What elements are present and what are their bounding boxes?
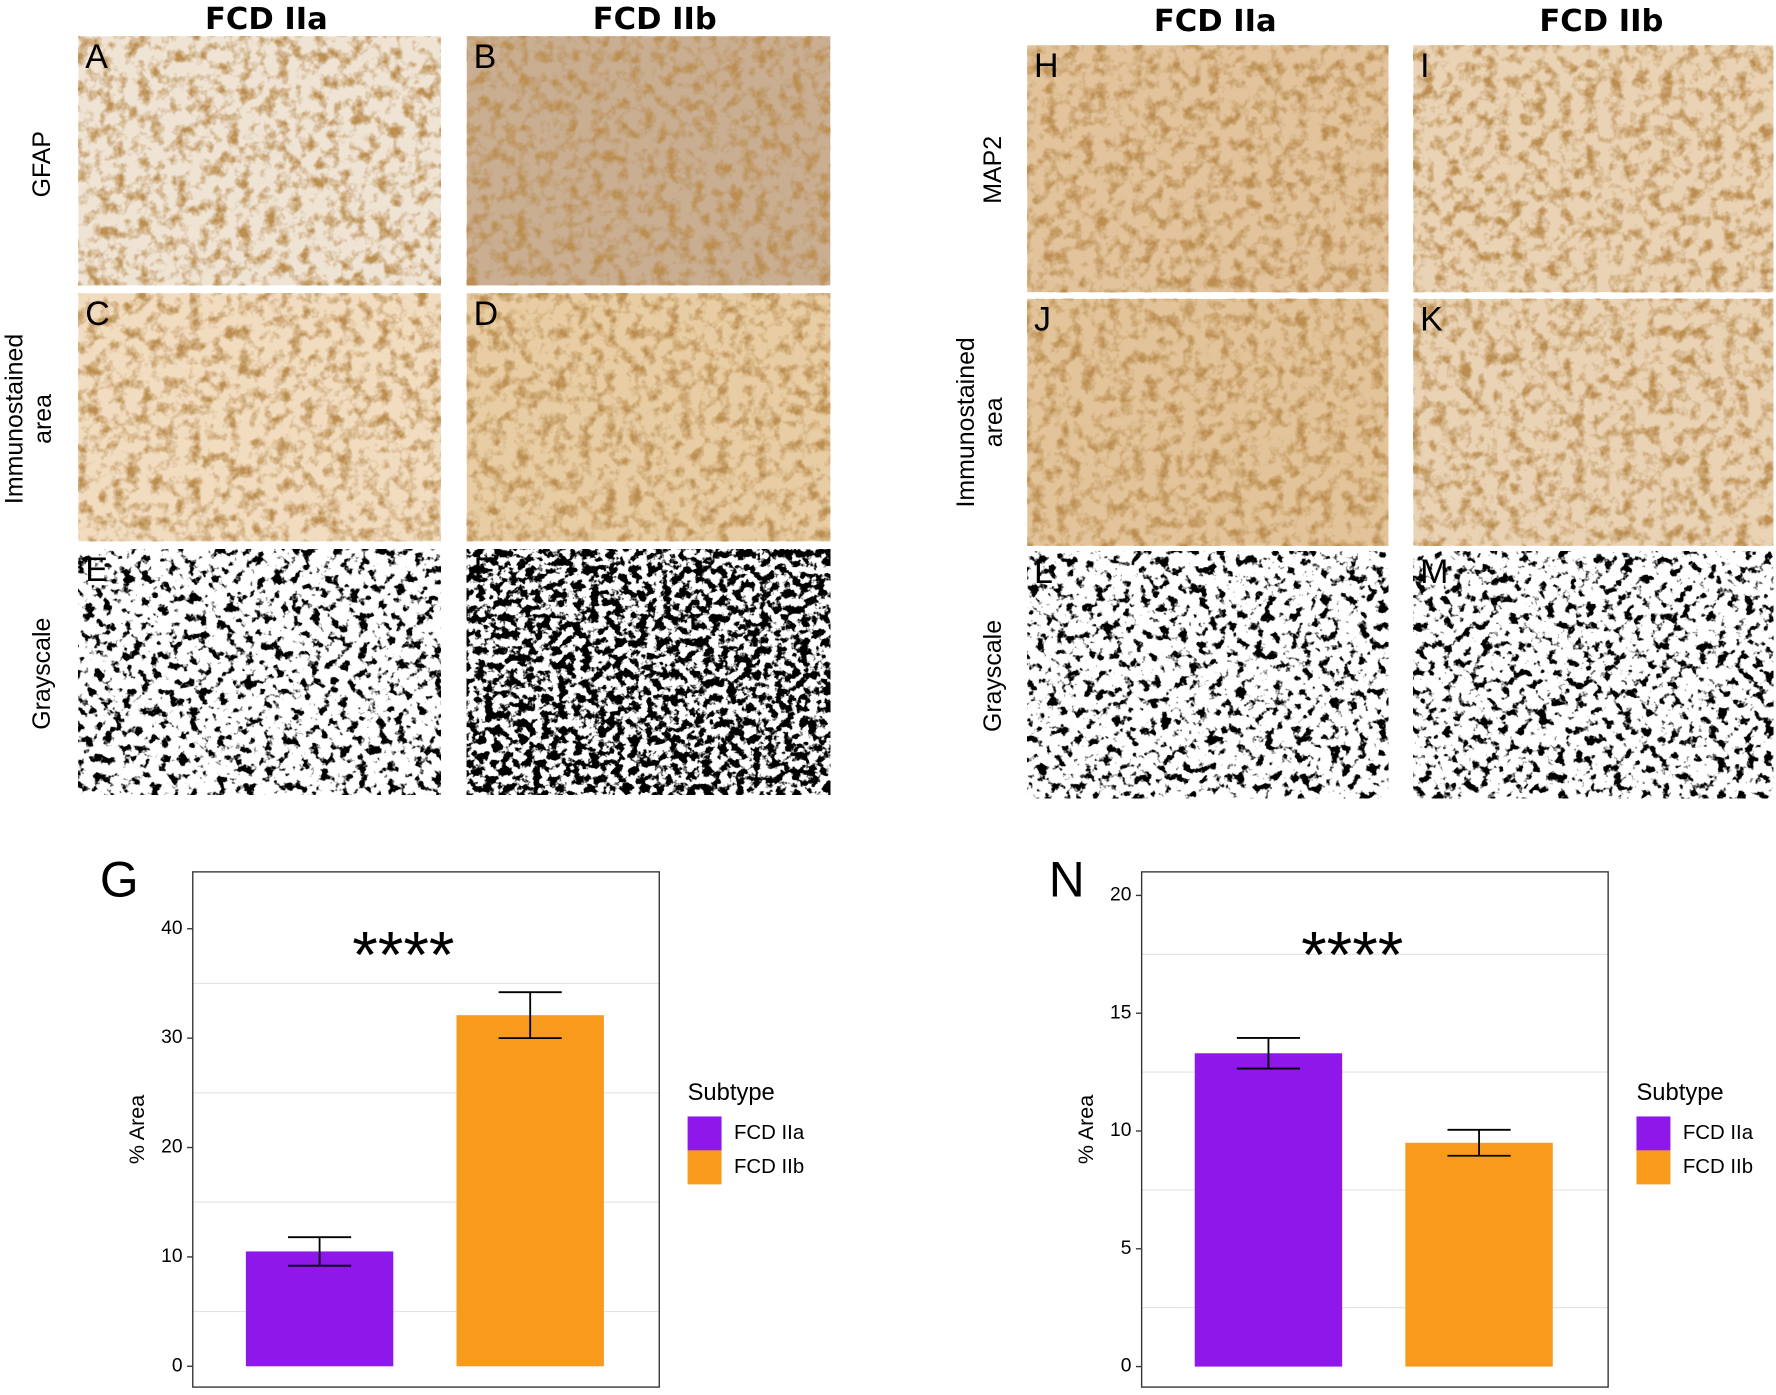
plot-frame — [1140, 871, 1609, 1388]
legend-swatch — [1636, 1150, 1671, 1185]
column-header: FCD IIa — [1154, 4, 1277, 39]
micrograph-texture — [78, 36, 441, 286]
micrograph-texture — [78, 293, 441, 542]
row-label: area — [29, 394, 57, 444]
y-tick-label: 10 — [161, 1246, 182, 1267]
y-tick-label: 40 — [161, 918, 182, 939]
legend-swatch — [687, 1116, 722, 1151]
panel-letter: L — [1034, 553, 1053, 591]
y-tick-label: 0 — [172, 1355, 183, 1376]
column-header: FCD IIa — [205, 2, 328, 37]
bar — [456, 1015, 604, 1367]
legend-label: FCD IIa — [734, 1122, 805, 1144]
bar — [1194, 1053, 1343, 1367]
significance: **** — [1301, 919, 1403, 992]
row-label: Immunostained — [1, 334, 29, 504]
y-tick-label: 20 — [161, 1137, 182, 1158]
panel-letter: I — [1420, 47, 1429, 85]
panel-letter: B — [474, 38, 497, 76]
micrograph-texture — [466, 293, 831, 542]
row-label: Grayscale — [28, 618, 56, 730]
y-tick-label: 20 — [1110, 885, 1131, 906]
y-tick-label: 15 — [1110, 1002, 1131, 1023]
row-label: Immunostained — [952, 337, 980, 507]
column-header: FCD IIb — [1539, 4, 1663, 39]
panel-letter: D — [474, 295, 499, 333]
y-tick-label: 10 — [1110, 1120, 1131, 1141]
panel-letter: N — [1049, 851, 1085, 907]
legend-swatch — [1636, 1116, 1671, 1151]
panel-letter: M — [1420, 553, 1448, 591]
panel-letter: C — [85, 295, 110, 333]
row-label: Grayscale — [979, 620, 1007, 732]
y-tick-label: 30 — [161, 1027, 182, 1048]
bar — [245, 1251, 394, 1367]
micrograph-texture — [1413, 298, 1774, 546]
row-label: GFAP — [28, 131, 56, 197]
micrograph-texture — [1413, 551, 1774, 799]
micrograph-texture — [1413, 45, 1774, 293]
plot-frame — [192, 871, 660, 1388]
micrograph-texture — [466, 549, 831, 795]
panel-letter: A — [85, 38, 108, 76]
legend-label: FCD IIb — [734, 1156, 804, 1178]
panel-letter: H — [1034, 47, 1059, 85]
micrograph-texture — [78, 549, 441, 795]
panel-letter: E — [85, 551, 108, 589]
legend-label: FCD IIb — [1683, 1156, 1753, 1178]
y-tick-label: 0 — [1121, 1356, 1132, 1377]
legend-label: FCD IIa — [1683, 1122, 1754, 1144]
micrograph-texture — [1027, 45, 1389, 293]
panel-letter: K — [1420, 301, 1443, 339]
micrograph-texture — [1027, 551, 1389, 799]
row-label: MAP2 — [979, 136, 1007, 204]
significance: **** — [352, 919, 454, 992]
panel-letter: F — [474, 551, 495, 589]
column-header: FCD IIb — [593, 2, 717, 37]
bar — [1405, 1142, 1553, 1367]
legend-swatch — [687, 1150, 722, 1185]
micrograph-texture — [466, 36, 831, 286]
y-axis-label: % Area — [1074, 1095, 1098, 1164]
legend-title: Subtype — [688, 1079, 775, 1106]
panel-letter: J — [1034, 301, 1051, 339]
row-label: area — [980, 397, 1008, 447]
panel-letter: G — [100, 851, 139, 907]
y-axis-label: % Area — [125, 1095, 149, 1164]
micrograph-texture — [1027, 298, 1389, 546]
y-tick-label: 5 — [1121, 1238, 1132, 1259]
legend-title: Subtype — [1636, 1079, 1723, 1106]
